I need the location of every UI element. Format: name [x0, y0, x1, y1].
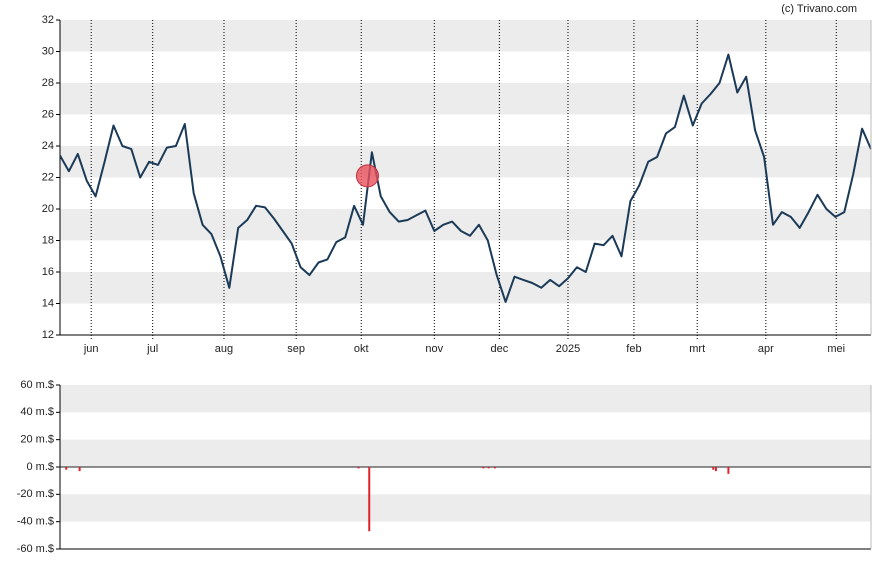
- band: [60, 177, 871, 209]
- band: [60, 114, 871, 146]
- y-tick-label: 32: [42, 14, 54, 26]
- bar: [493, 467, 496, 469]
- band: [60, 467, 871, 495]
- event-marker: [355, 164, 379, 188]
- x-tick-label: mrt: [689, 343, 705, 355]
- y-tick-label: 20 m.$: [20, 434, 54, 446]
- x-tick-label: apr: [758, 343, 774, 355]
- x-tick-label: nov: [425, 343, 443, 355]
- x-tick-label: mei: [827, 343, 845, 355]
- x-tick-label: dec: [490, 343, 508, 355]
- band: [60, 521, 871, 549]
- bar: [357, 467, 360, 469]
- band: [60, 439, 871, 467]
- x-tick-label: sep: [287, 343, 305, 355]
- y-tick-label: 20: [42, 203, 54, 215]
- bar: [727, 467, 730, 474]
- band: [60, 412, 871, 440]
- band: [60, 240, 871, 272]
- band: [60, 20, 871, 52]
- y-tick-label: 16: [42, 266, 54, 278]
- x-tick-label: jun: [83, 343, 99, 355]
- band: [60, 303, 871, 335]
- x-tick-label: jul: [146, 343, 158, 355]
- source: (c) Trivano.com: [781, 3, 857, 15]
- y-tick-label: -40 m.$: [17, 516, 54, 528]
- y-tick-label: 0 m.$: [26, 461, 54, 473]
- bar: [65, 467, 68, 470]
- y-tick-label: 22: [42, 171, 54, 183]
- price-line: [59, 53, 872, 303]
- y-tick-label: -20 m.$: [17, 488, 54, 500]
- y-tick-label: 40 m.$: [20, 406, 54, 418]
- y-tick-label: 12: [42, 329, 54, 341]
- band: [60, 385, 871, 413]
- x-tick-label: 2025: [556, 343, 580, 355]
- y-tick-label: -60 m.$: [17, 543, 54, 555]
- x-tick-label: okt: [354, 343, 369, 355]
- x-tick-label: aug: [215, 343, 233, 355]
- y-tick-label: 26: [42, 108, 54, 120]
- band: [60, 272, 871, 304]
- band: [60, 209, 871, 241]
- bar: [712, 467, 715, 470]
- y-tick-label: 60 m.$: [20, 379, 54, 391]
- bar: [78, 467, 81, 472]
- band: [60, 494, 871, 522]
- x-tick-label: feb: [626, 343, 641, 355]
- band: [60, 51, 871, 83]
- bar: [482, 467, 485, 469]
- y-tick-label: 14: [42, 297, 54, 309]
- band: [60, 146, 871, 178]
- y-tick-label: 28: [42, 77, 54, 89]
- y-tick-label: 30: [42, 45, 54, 57]
- bar: [714, 467, 717, 472]
- y-tick-label: 18: [42, 234, 54, 246]
- y-tick-label: 24: [42, 140, 54, 152]
- bar: [487, 467, 490, 469]
- bar: [368, 467, 371, 532]
